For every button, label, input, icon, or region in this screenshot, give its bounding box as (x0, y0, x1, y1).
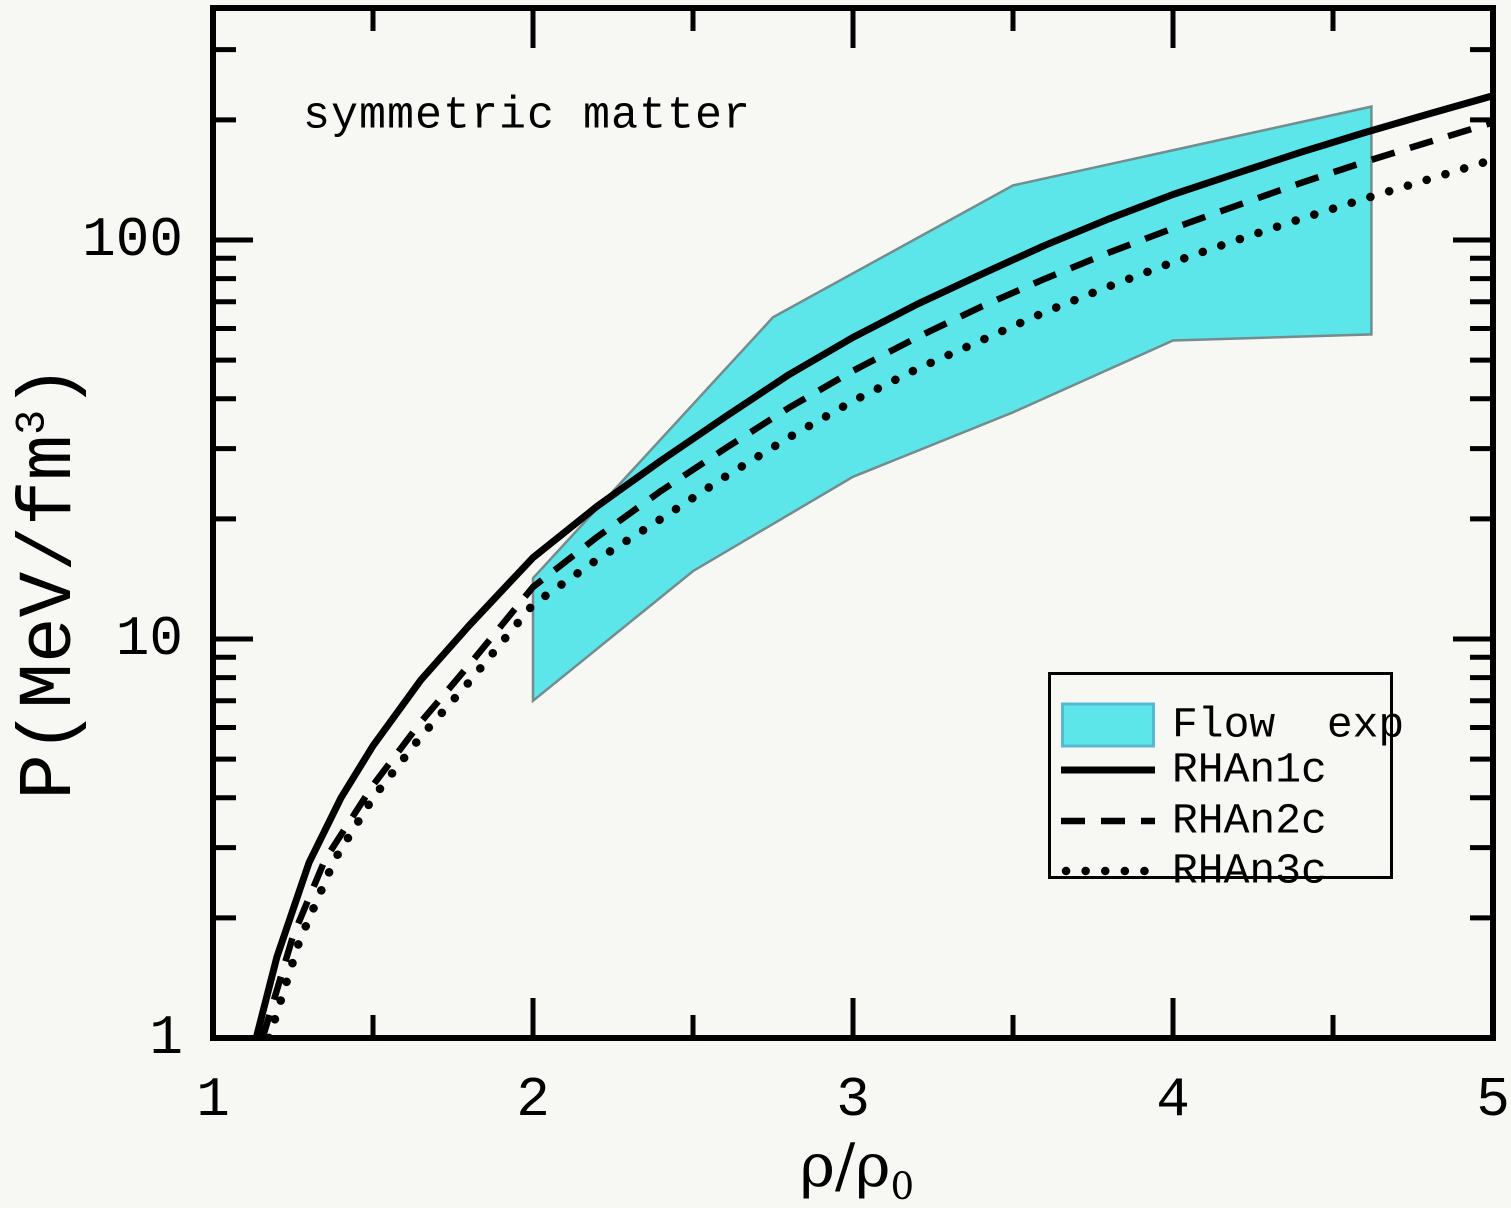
x-axis-title-text: ρ/ρ (799, 1131, 891, 1201)
y-tick-label-100: 100 (82, 208, 183, 272)
x-axis-title: ρ/ρ0 (800, 1136, 914, 1205)
y-tick-label-10: 10 (115, 607, 183, 671)
x-tick-label-5: 5 (1476, 1068, 1510, 1132)
legend-item-rhan2c: RHAn2c (1051, 796, 1390, 846)
annotation-symmetric-matter: symmetric matter (302, 90, 752, 142)
x-tick-label-2: 2 (516, 1068, 550, 1132)
x-tick-label-1: 1 (196, 1068, 230, 1132)
legend-label-rhan3c: RHAn3c (1172, 846, 1327, 896)
x-tick-label-4: 4 (1156, 1068, 1190, 1132)
curve-rhan2c (259, 120, 1490, 1036)
legend-item-flow-exp: Flow exp (1051, 700, 1404, 750)
y-axis-title-close: ) (7, 364, 93, 410)
dashed-line-sample (1061, 817, 1155, 825)
y-axis-title: P(MeV/fm3) (7, 364, 93, 800)
x-tick-label-3: 3 (836, 1068, 870, 1132)
y-axis-title-text: P(MeV/fm (7, 434, 93, 800)
curve-rhan1c (253, 92, 1490, 1036)
flow-exp-band (531, 105, 1373, 704)
legend-label-rhan2c: RHAn2c (1172, 796, 1327, 846)
x-axis-title-subscript: 0 (890, 1164, 915, 1208)
plot-border (210, 5, 1496, 1041)
legend-box: Flow exp RHAn1c RHAn2c RHAn3c (1048, 672, 1404, 896)
flow-exp-swatch (1061, 702, 1155, 748)
solid-line-sample (1061, 766, 1155, 774)
legend-label-rhan1c: RHAn1c (1172, 745, 1327, 795)
legend-item-rhan1c: RHAn1c (1051, 745, 1390, 795)
y-tick-label-1: 1 (149, 1006, 183, 1070)
y-axis-title-superscript: 3 (8, 409, 57, 435)
dotted-line-sample (1061, 866, 1155, 876)
legend-item-rhan3c: RHAn3c (1051, 846, 1390, 896)
legend-label-flow-exp: Flow exp (1172, 700, 1405, 750)
